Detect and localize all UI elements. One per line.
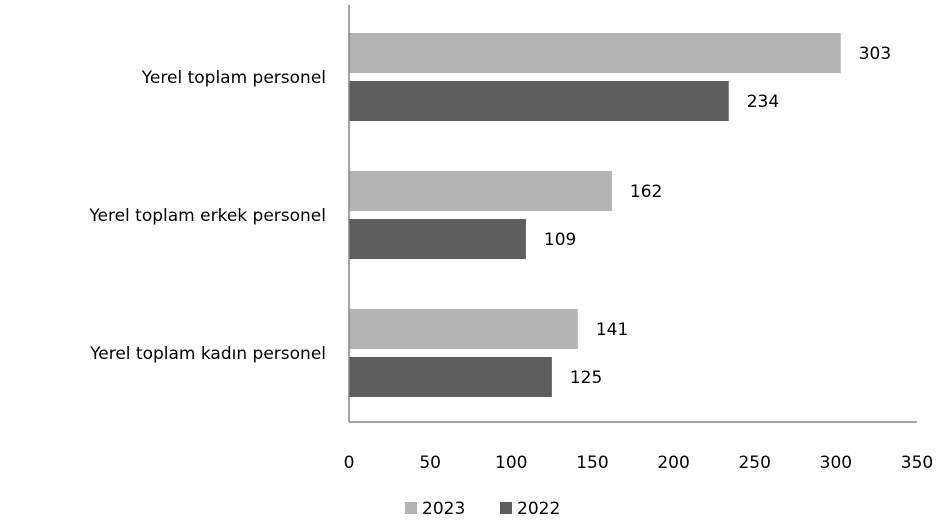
bar-2023-yerel-toplam-kad-n-personel bbox=[349, 309, 578, 349]
x-tick-label-100: 100 bbox=[495, 453, 527, 473]
value-label-2023-yerel-toplam-personel: 303 bbox=[859, 44, 891, 64]
value-label-2022-yerel-toplam-erkek-personel: 109 bbox=[544, 230, 576, 250]
legend-label-2023: 2023 bbox=[422, 499, 465, 519]
category-label-yerel-toplam-erkek-personel: Yerel toplam erkek personel bbox=[88, 206, 326, 226]
legend-swatch-2023 bbox=[405, 502, 417, 514]
value-label-2023-yerel-toplam-kad-n-personel: 141 bbox=[596, 320, 628, 340]
x-tick-label-300: 300 bbox=[820, 453, 852, 473]
bar-2022-yerel-toplam-personel bbox=[349, 81, 729, 121]
bar-2022-yerel-toplam-erkek-personel bbox=[349, 219, 526, 259]
legend-label-2022: 2022 bbox=[517, 499, 560, 519]
category-label-yerel-toplam-personel: Yerel toplam personel bbox=[141, 68, 326, 88]
x-tick-label-350: 350 bbox=[901, 453, 933, 473]
value-label-2022-yerel-toplam-kad-n-personel: 125 bbox=[570, 368, 602, 388]
x-tick-label-0: 0 bbox=[344, 453, 355, 473]
category-label-yerel-toplam-kad-n-personel: Yerel toplam kadın personel bbox=[89, 344, 326, 364]
legend: 2023 2022 bbox=[405, 499, 560, 519]
x-tick-label-250: 250 bbox=[738, 453, 770, 473]
bar-2023-yerel-toplam-erkek-personel bbox=[349, 171, 612, 211]
x-tick-label-150: 150 bbox=[576, 453, 608, 473]
x-tick-label-50: 50 bbox=[419, 453, 441, 473]
value-label-2023-yerel-toplam-erkek-personel: 162 bbox=[630, 182, 662, 202]
x-tick-label-200: 200 bbox=[657, 453, 689, 473]
bars-layer bbox=[349, 33, 841, 397]
axis-layer: 0 50 100 150 200 250 300 350 bbox=[344, 5, 933, 473]
value-labels-layer: 303 234 162 109 141 125 bbox=[544, 44, 891, 388]
legend-swatch-2022 bbox=[500, 502, 512, 514]
category-labels-layer: Yerel toplam personel Yerel toplam erkek … bbox=[88, 68, 326, 364]
value-label-2022-yerel-toplam-personel: 234 bbox=[747, 92, 779, 112]
bar-2022-yerel-toplam-kad-n-personel bbox=[349, 357, 552, 397]
bar-2023-yerel-toplam-personel bbox=[349, 33, 841, 73]
